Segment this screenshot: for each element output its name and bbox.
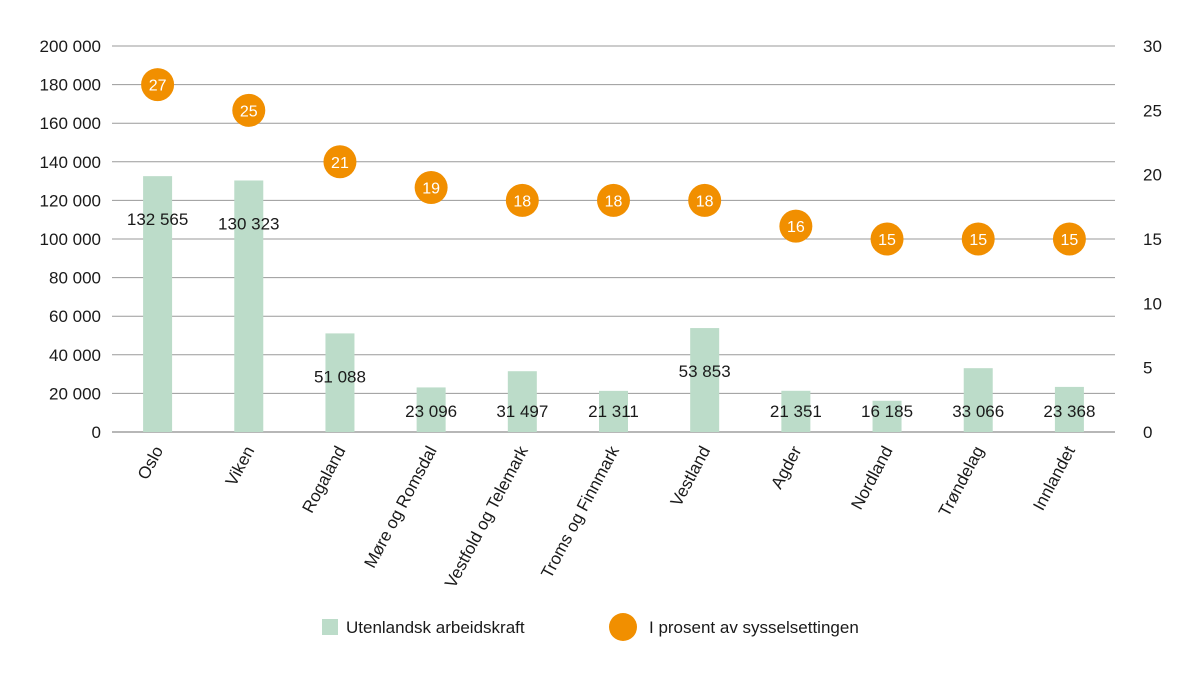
bar	[234, 180, 264, 432]
y-left-tick-label: 0	[92, 423, 101, 442]
bar-value-label: 16 185	[861, 402, 913, 421]
x-category-label: Trøndelag	[935, 443, 988, 520]
percent-dot-label: 15	[1061, 232, 1079, 249]
percent-series: 27 25 21 19 18 18 18 16 15 15 15	[141, 68, 1086, 256]
x-axis: Oslo Viken Rogaland Møre og Romsdal Vestfold…	[134, 443, 1079, 591]
right-axis: 0 5 10 15 20 25 30	[1143, 37, 1162, 442]
x-category-label: Agder	[767, 443, 805, 492]
legend-bar-swatch	[322, 619, 338, 635]
percent-dot	[870, 222, 904, 256]
y-right-tick-label: 10	[1143, 294, 1162, 313]
legend-percent-label: I prosent av sysselsettingen	[649, 618, 859, 637]
percent-dot-label: 21	[331, 155, 349, 172]
legend-bar-label: Utenlandsk arbeidskraft	[346, 618, 525, 637]
percent-dot	[505, 183, 539, 217]
bar	[690, 328, 720, 432]
percent-dot	[323, 145, 357, 179]
percent-dot-label: 18	[513, 193, 531, 210]
bar-value-label: 51 088	[314, 367, 366, 386]
x-category-label: Innlandet	[1029, 443, 1079, 514]
y-left-tick-label: 40 000	[49, 346, 101, 365]
y-right-tick-label: 25	[1143, 101, 1162, 120]
y-left-tick-label: 200 000	[40, 37, 101, 56]
percent-dot-label: 25	[240, 103, 258, 120]
legend: Utenlandsk arbeidskraft I prosent av sys…	[322, 613, 859, 641]
percent-dot	[1052, 222, 1086, 256]
percent-dot-label: 16	[787, 219, 805, 236]
percent-dot-label: 15	[969, 232, 987, 249]
bar	[872, 400, 902, 432]
bar-series	[143, 176, 1084, 432]
percent-dot	[414, 171, 448, 205]
bar	[963, 368, 993, 432]
left-axis: 0 20 000 40 000 60 000 80 000 100 000 120 000 1…	[40, 37, 101, 442]
y-left-tick-label: 160 000	[40, 114, 101, 133]
bar-value-label: 132 565	[127, 210, 188, 229]
bar	[599, 390, 628, 432]
percent-dot	[597, 183, 630, 217]
x-category-label: Vestland	[667, 443, 714, 510]
bar	[143, 176, 173, 432]
percent-dot	[141, 68, 175, 102]
y-left-tick-label: 60 000	[49, 307, 101, 326]
bar	[781, 390, 811, 432]
legend-percent-swatch	[609, 613, 637, 641]
y-left-tick-label: 140 000	[40, 153, 101, 172]
bar-value-label: 21 351	[770, 402, 822, 421]
bar	[416, 387, 446, 432]
percent-dot	[779, 209, 813, 243]
bar	[507, 371, 537, 432]
y-right-tick-label: 5	[1143, 359, 1152, 378]
y-left-tick-label: 120 000	[40, 191, 101, 210]
x-category-label: Vestfold og Telemark	[441, 443, 532, 591]
y-left-tick-label: 80 000	[49, 269, 101, 288]
y-left-tick-label: 100 000	[40, 230, 101, 249]
y-right-tick-label: 30	[1143, 37, 1162, 56]
y-left-tick-label: 20 000	[49, 384, 101, 403]
x-category-label: Rogaland	[299, 443, 350, 516]
gridlines	[112, 45, 1115, 433]
y-right-tick-label: 0	[1143, 423, 1152, 442]
percent-dot-label: 18	[605, 193, 623, 210]
percent-dot	[961, 222, 995, 256]
bar-value-label: 23 096	[405, 402, 457, 421]
percent-dot-label: 15	[878, 232, 896, 249]
bar-labels: 132 565 130 323 51 088 23 096 31 497 21 311 53…	[127, 210, 1096, 421]
y-right-tick-label: 15	[1143, 230, 1162, 249]
bar	[1054, 386, 1084, 432]
bar-value-label: 53 853	[679, 362, 731, 381]
x-category-label: Viken	[222, 443, 259, 489]
y-left-tick-label: 180 000	[40, 76, 101, 95]
x-category-label: Nordland	[847, 443, 896, 513]
percent-dot	[688, 183, 722, 217]
bar-value-label: 31 497	[496, 402, 548, 421]
bar-value-label: 130 323	[218, 214, 279, 233]
x-category-label: Oslo	[134, 443, 167, 483]
bar	[325, 333, 355, 432]
percent-dot-label: 27	[149, 78, 167, 95]
percent-dot-label: 18	[696, 193, 714, 210]
x-category-label: Møre og Romsdal	[360, 443, 440, 571]
percent-dot	[232, 93, 266, 127]
bar-value-label: 33 066	[952, 402, 1004, 421]
percent-dot-label: 19	[422, 181, 440, 198]
x-category-label: Troms og Finnmark	[537, 443, 623, 582]
bar-value-label: 21 311	[588, 402, 639, 421]
bar-value-label: 23 368	[1043, 402, 1095, 421]
y-right-tick-label: 20	[1143, 166, 1162, 185]
